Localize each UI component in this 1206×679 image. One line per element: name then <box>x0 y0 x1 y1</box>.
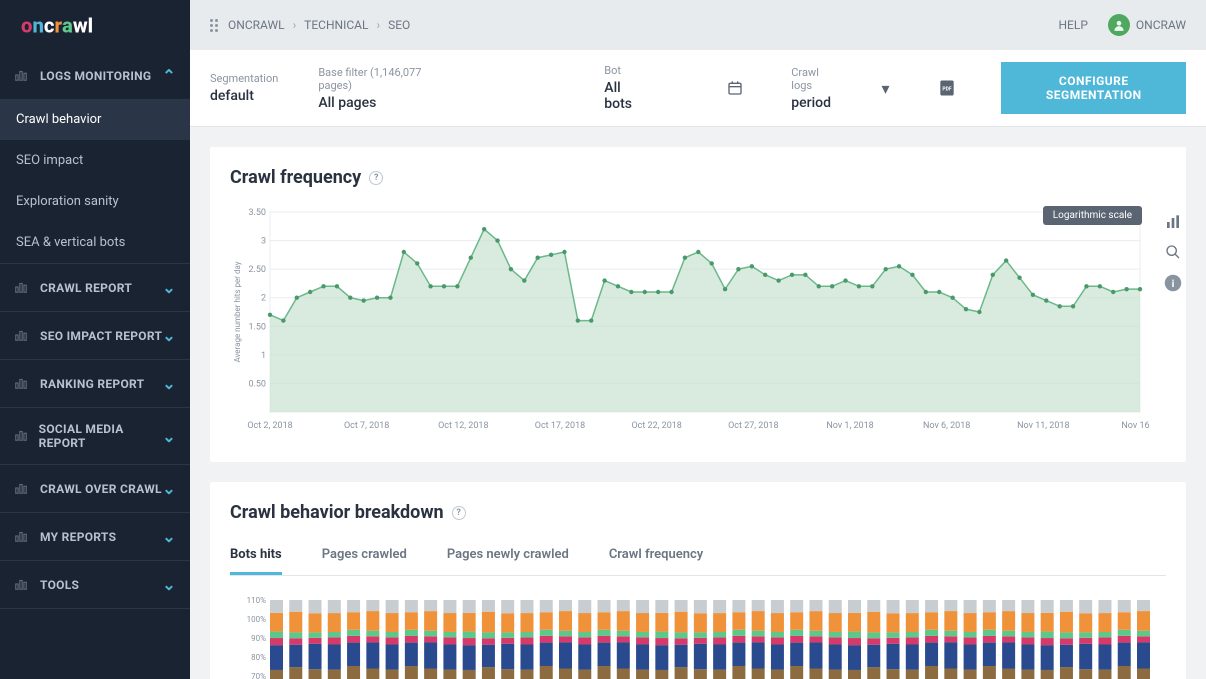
calendar-icon <box>727 80 743 96</box>
nav-section-crawl-report[interactable]: CRAWL REPORT⌄ <box>0 264 190 311</box>
chevron-icon: ⌄ <box>162 427 176 446</box>
chevron-icon: ⌄ <box>162 527 176 546</box>
help-link[interactable]: HELP <box>1058 18 1087 32</box>
tab-pages-newly-crawled[interactable]: Pages newly crawled <box>447 537 569 575</box>
svg-text:Oct 12, 2018: Oct 12, 2018 <box>438 421 488 431</box>
nav-section-my-reports[interactable]: MY REPORTS⌄ <box>0 513 190 560</box>
filter-bot[interactable]: Bot All bots <box>604 64 647 112</box>
svg-text:Oct 22, 2018: Oct 22, 2018 <box>631 421 681 431</box>
tab-crawl-frequency[interactable]: Crawl frequency <box>609 537 703 575</box>
crawl-frequency-chart: Logarithmic scale 0.50 1 1.50 2 2.50 3 3.50 Ave… <box>230 202 1150 442</box>
breadcrumb-item[interactable]: TECHNICAL <box>304 18 368 32</box>
svg-text:3: 3 <box>261 237 266 247</box>
chart-tools: i <box>1164 202 1182 442</box>
sidebar: oncrawl LOGS MONITORING⌃Crawl behaviorSE… <box>0 0 190 679</box>
filters-bar: Segmentation default Base filter (1,146,… <box>190 50 1206 127</box>
svg-text:i: i <box>1172 277 1175 290</box>
breakdown-tabs: Bots hits Pages crawled Pages newly crawle… <box>230 537 1166 576</box>
svg-text:Oct 7, 2018: Oct 7, 2018 <box>344 421 389 431</box>
svg-text:Oct 27, 2018: Oct 27, 2018 <box>728 421 778 431</box>
crawl-frequency-panel: Crawl frequency ? Logarithmic scale 0.50… <box>210 147 1186 462</box>
brand-logo: oncrawl <box>0 0 190 52</box>
svg-text:80%: 80% <box>251 653 266 662</box>
svg-text:Nov 1, 2018: Nov 1, 2018 <box>826 421 873 431</box>
breadcrumb-item[interactable]: SEO <box>388 18 410 32</box>
chevron-icon: ⌄ <box>162 278 176 297</box>
help-icon[interactable]: ? <box>452 506 466 520</box>
log-scale-badge: Logarithmic scale <box>1043 206 1142 225</box>
chevron-icon: ⌄ <box>162 326 176 345</box>
nav-section-seo-impact-report[interactable]: SEO IMPACT REPORT⌄ <box>0 312 190 359</box>
chevron-icon: ⌃ <box>162 66 176 85</box>
info-icon[interactable]: i <box>1164 274 1182 292</box>
user-menu[interactable]: ONCRAW <box>1108 14 1186 36</box>
svg-text:Nov 16, 2: Nov 16, 2 <box>1121 421 1150 431</box>
avatar-icon <box>1108 14 1130 36</box>
svg-text:Oct 17, 2018: Oct 17, 2018 <box>535 421 585 431</box>
svg-text:oncrawl: oncrawl <box>21 14 93 37</box>
svg-text:Nov 11, 2018: Nov 11, 2018 <box>1017 421 1069 431</box>
filter-base[interactable]: Base filter (1,146,077 pages) All pages <box>318 66 444 111</box>
chevron-icon: ⌄ <box>162 479 176 498</box>
configure-segmentation-button[interactable]: CONFIGURE SEGMENTATION <box>1001 62 1186 114</box>
breadcrumb: ONCRAWL›TECHNICAL›SEO <box>228 18 410 32</box>
nav-item-sea-&-vertical-bots[interactable]: SEA & vertical bots <box>0 222 190 263</box>
svg-text:100%: 100% <box>247 615 266 624</box>
nav-section-tools[interactable]: TOOLS⌄ <box>0 561 190 608</box>
help-icon[interactable]: ? <box>369 171 383 185</box>
filter-segmentation[interactable]: Segmentation default <box>210 72 278 104</box>
chevron-icon: ⌄ <box>162 374 176 393</box>
svg-text:2.50: 2.50 <box>248 265 266 275</box>
svg-text:1.50: 1.50 <box>248 322 266 332</box>
svg-text:2: 2 <box>261 294 266 304</box>
filter-crawl-logs[interactable]: Crawl logs period <box>791 66 837 111</box>
nav-item-exploration-sanity[interactable]: Exploration sanity <box>0 181 190 222</box>
svg-text:Nov 6, 2018: Nov 6, 2018 <box>923 421 970 431</box>
svg-text:90%: 90% <box>251 634 266 643</box>
nav-section-social-media-report[interactable]: SOCIAL MEDIA REPORT⌄ <box>0 408 190 464</box>
svg-text:PDF: PDF <box>943 87 952 93</box>
nav-section-crawl-over-crawl[interactable]: CRAWL OVER CRAWL⌄ <box>0 465 190 512</box>
crawl-breakdown-panel: Crawl behavior breakdown ? Bots hits Page… <box>210 482 1186 679</box>
breadcrumb-item[interactable]: ONCRAWL <box>228 18 285 32</box>
svg-text:1: 1 <box>261 351 266 361</box>
main: ONCRAWL›TECHNICAL›SEO HELP ONCRAW Segmen… <box>190 0 1206 679</box>
topbar: ONCRAWL›TECHNICAL›SEO HELP ONCRAW <box>190 0 1206 50</box>
nav-item-crawl-behavior[interactable]: Crawl behavior <box>0 99 190 140</box>
content: Crawl frequency ? Logarithmic scale 0.50… <box>190 127 1206 679</box>
pdf-export-icon[interactable]: PDF <box>933 74 961 102</box>
nav-item-seo-impact[interactable]: SEO impact <box>0 140 190 181</box>
tab-bots-hits[interactable]: Bots hits <box>230 537 282 575</box>
svg-text:Oct 2, 2018: Oct 2, 2018 <box>247 421 292 431</box>
panel-title: Crawl frequency ? <box>230 167 1166 188</box>
nav-section-ranking-report[interactable]: RANKING REPORT⌄ <box>0 360 190 407</box>
chevron-icon: ⌄ <box>162 575 176 594</box>
dropdown-icon[interactable]: ▾ <box>877 75 893 102</box>
drag-icon[interactable] <box>210 19 218 32</box>
svg-text:0.50: 0.50 <box>248 379 266 389</box>
svg-text:70%: 70% <box>251 672 266 679</box>
nav-section-logs-monitoring[interactable]: LOGS MONITORING⌃ <box>0 52 190 99</box>
svg-text:110%: 110% <box>247 596 266 605</box>
zoom-icon[interactable] <box>1165 244 1181 260</box>
bar-chart-icon[interactable] <box>1165 214 1181 230</box>
tab-pages-crawled[interactable]: Pages crawled <box>322 537 407 575</box>
panel-title: Crawl behavior breakdown ? <box>230 502 1166 523</box>
svg-text:3.50: 3.50 <box>248 208 266 218</box>
breakdown-chart: 60%70%80%90%100%110% <box>230 590 1150 679</box>
svg-text:Average number hits per day: Average number hits per day <box>233 261 242 362</box>
